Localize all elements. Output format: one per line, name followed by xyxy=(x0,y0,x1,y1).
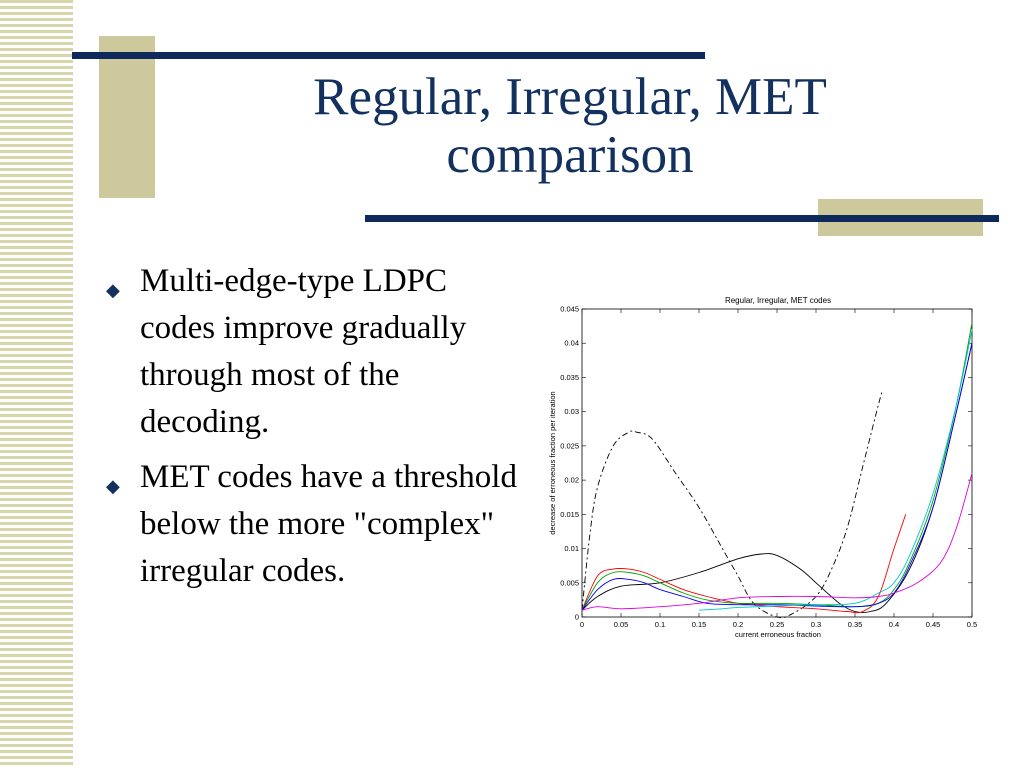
y-tick-label: 0.04 xyxy=(564,339,579,348)
x-tick-label: 0.35 xyxy=(848,620,863,629)
title-rule-bottom xyxy=(365,215,999,222)
x-axis-label: current erroneous fraction xyxy=(735,630,821,639)
bullet-item: ◆ MET codes have a threshold below the m… xyxy=(100,454,520,595)
left-stripe-decoration xyxy=(0,0,73,768)
diamond-bullet-icon: ◆ xyxy=(106,476,120,496)
series-line xyxy=(581,343,973,611)
slide-title-line-1: Regular, Irregular, MET xyxy=(313,68,827,126)
y-tick-label: 0 xyxy=(575,613,579,622)
plot-frame xyxy=(581,308,973,618)
series-line xyxy=(581,390,883,619)
y-tick-label: 0.035 xyxy=(560,373,579,382)
slide-title-line-2: comparison xyxy=(446,126,694,184)
x-axis: 0 0.05 0.1 0.15 0.2 0.25 0.3 0.35 0.4 0.45 0.5 xyxy=(580,309,977,629)
x-tick-label: 0.05 xyxy=(614,620,629,629)
x-tick-label: 0.45 xyxy=(926,620,941,629)
y-tick-label: 0.015 xyxy=(560,510,579,519)
bullet-text: Multi-edge-type LDPC codes improve gradu… xyxy=(140,263,467,440)
x-tick-label: 0.15 xyxy=(692,620,707,629)
series-line xyxy=(581,473,973,611)
x-tick-label: 0.2 xyxy=(733,620,743,629)
title-rule-top xyxy=(72,52,705,59)
y-tick-label: 0.025 xyxy=(560,441,579,450)
accent-block-left xyxy=(99,36,155,198)
x-tick-label: 0.1 xyxy=(655,620,665,629)
x-tick-label: 0.5 xyxy=(967,620,977,629)
series-line xyxy=(581,322,973,611)
x-tick-label: 0 xyxy=(580,620,584,629)
y-tick-label: 0.01 xyxy=(564,544,579,553)
series-group xyxy=(581,322,973,619)
bullet-text: MET codes have a threshold below the mor… xyxy=(140,459,517,589)
line-chart: Regular, Irregular, MET codes 0 0.005 0.01… xyxy=(548,296,977,639)
x-tick-label: 0.25 xyxy=(770,620,785,629)
y-axis-label: decrease of erroneous fraction per itera… xyxy=(548,391,557,534)
y-tick-label: 0.045 xyxy=(560,305,579,314)
bullet-list: ◆ Multi-edge-type LDPC codes improve gra… xyxy=(100,258,520,603)
y-tick-label: 0.02 xyxy=(564,476,579,485)
x-tick-label: 0.3 xyxy=(811,620,821,629)
bullet-item: ◆ Multi-edge-type LDPC codes improve gra… xyxy=(100,258,520,446)
y-axis: 0 0.005 0.01 0.015 0.02 0.025 0.03 0.035 0.04 0.0… xyxy=(560,305,972,622)
diamond-bullet-icon: ◆ xyxy=(106,280,120,300)
x-tick-label: 0.4 xyxy=(889,620,899,629)
slide-title: Regular, Irregular, MET comparison xyxy=(170,68,970,184)
chart-title: Regular, Irregular, MET codes xyxy=(725,296,831,305)
y-tick-label: 0.005 xyxy=(560,578,579,587)
series-line xyxy=(581,343,973,613)
series-line xyxy=(698,329,973,611)
y-tick-label: 0.03 xyxy=(564,407,579,416)
